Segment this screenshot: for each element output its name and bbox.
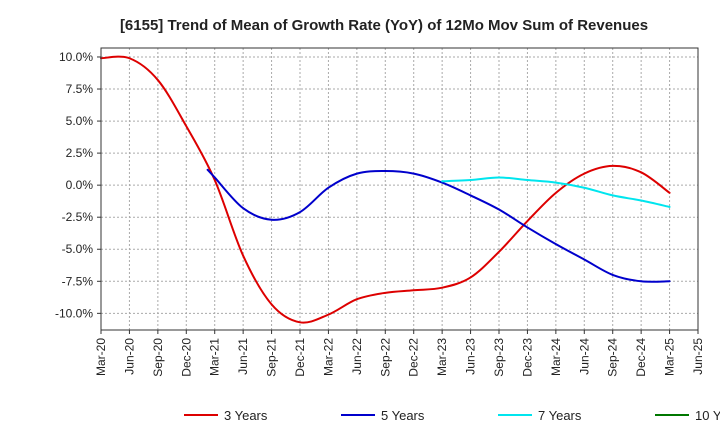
y-tick-label: 2.5% — [66, 146, 94, 160]
legend-label-10-years: 10 Years — [695, 408, 720, 423]
x-tick-label: Jun-25 — [691, 338, 705, 375]
y-tick-label: -2.5% — [62, 210, 94, 224]
x-tick-label: Mar-23 — [435, 338, 449, 376]
legend-label-3-years: 3 Years — [224, 408, 268, 423]
y-tick-label: -7.5% — [62, 274, 94, 288]
legend: 3 Years 5 Years 7 Years 10 Years — [184, 408, 720, 423]
y-tick-label: -10.0% — [55, 306, 93, 320]
y-axis-ticks: 10.0% 7.5% 5.0% 2.5% 0.0% -2.5% -5.0% -7.5% -10.… — [55, 50, 101, 320]
plot-border — [100, 47, 699, 331]
x-tick-label: Sep-23 — [492, 338, 506, 377]
x-tick-label: Sep-21 — [265, 338, 279, 377]
x-tick-label: Jun-20 — [122, 338, 136, 375]
x-tick-label: Sep-20 — [151, 338, 165, 377]
y-tick-label: 5.0% — [66, 114, 94, 128]
y-tick-label: 10.0% — [59, 50, 93, 64]
series-line-7-years — [441, 176, 671, 208]
series-line-5-years — [206, 168, 671, 283]
x-tick-label: Dec-22 — [407, 338, 421, 377]
legend-label-7-years: 7 Years — [538, 408, 582, 423]
x-tick-label: Dec-20 — [179, 338, 193, 377]
x-tick-label: Sep-24 — [606, 338, 620, 377]
x-tick-label: Jun-21 — [236, 338, 250, 375]
x-tick-label: Mar-22 — [321, 338, 335, 376]
x-tick-label: Jun-24 — [577, 338, 591, 375]
x-tick-label: Mar-20 — [94, 338, 108, 376]
series-line-3-years — [100, 55, 671, 324]
x-tick-label: Dec-23 — [520, 338, 534, 377]
y-tick-label: 0.0% — [66, 178, 94, 192]
x-tick-label: Mar-24 — [549, 338, 563, 376]
x-tick-label: Mar-25 — [663, 338, 677, 376]
x-tick-label: Jun-22 — [350, 338, 364, 375]
series-lines — [100, 55, 671, 324]
x-tick-label: Dec-24 — [634, 338, 648, 377]
y-tick-label: 7.5% — [66, 82, 94, 96]
x-tick-label: Jun-23 — [464, 338, 478, 375]
grid — [100, 48, 699, 330]
x-tick-label: Mar-21 — [208, 338, 222, 376]
x-tick-label: Dec-21 — [293, 338, 307, 377]
legend-label-5-years: 5 Years — [381, 408, 425, 423]
plot-frame — [100, 47, 699, 331]
x-tick-label: Sep-22 — [378, 338, 392, 377]
y-tick-label: -5.0% — [62, 242, 94, 256]
x-axis-ticks: Mar-20 Jun-20 Sep-20 Dec-20 Mar-21 Jun-21 Sep-… — [94, 330, 705, 377]
chart-title: [6155] Trend of Mean of Growth Rate (YoY… — [120, 17, 648, 34]
